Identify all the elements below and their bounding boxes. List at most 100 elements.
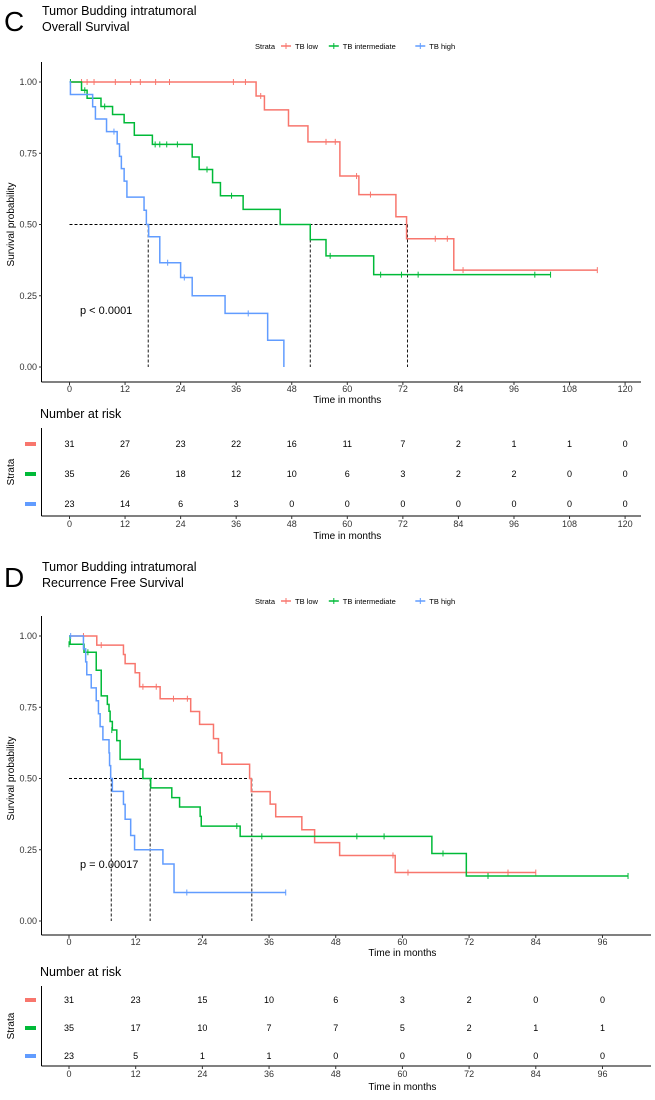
- x-tick-label: 48: [287, 384, 297, 394]
- risk-count: 7: [400, 439, 405, 449]
- x-axis-label: Time in months: [313, 395, 381, 406]
- risk-count: 7: [333, 1023, 338, 1033]
- survival-curve-tb-low: [69, 635, 536, 874]
- survival-curve-tb-high: [69, 81, 285, 367]
- legend-entry: TB low: [295, 597, 319, 606]
- risk-count: 0: [623, 499, 628, 509]
- x-tick-label: 36: [264, 937, 274, 947]
- risk-count: 0: [600, 995, 605, 1005]
- x-tick-label: 0: [67, 384, 72, 394]
- risk-count: 1: [511, 439, 516, 449]
- risk-count: 23: [64, 1051, 74, 1061]
- risk-count: 35: [64, 1023, 74, 1033]
- y-tick-label: 0.00: [19, 362, 37, 372]
- y-tick-label: 0.25: [19, 845, 37, 855]
- risk-count: 0: [456, 499, 461, 509]
- risk-count: 3: [234, 499, 239, 509]
- risk-count: 27: [120, 439, 130, 449]
- risk-count: 2: [467, 995, 472, 1005]
- risk-count: 31: [64, 439, 74, 449]
- risk-count: 0: [533, 995, 538, 1005]
- risk-count: 10: [264, 995, 274, 1005]
- panel-letter: C: [4, 6, 24, 37]
- y-axis-label: Survival probability: [6, 737, 17, 821]
- risk-strata-label: Strata: [6, 1012, 17, 1039]
- risk-x-tick-label: 0: [66, 1069, 71, 1079]
- risk-count: 6: [333, 995, 338, 1005]
- legend-title: Strata: [255, 597, 276, 606]
- risk-count: 0: [623, 469, 628, 479]
- x-tick-label: 60: [342, 384, 352, 394]
- risk-count: 3: [400, 995, 405, 1005]
- risk-x-tick-label: 60: [342, 519, 352, 529]
- risk-count: 0: [533, 1051, 538, 1061]
- risk-count: 7: [267, 1023, 272, 1033]
- x-tick-label: 48: [331, 937, 341, 947]
- risk-x-tick-label: 24: [176, 519, 186, 529]
- risk-strata-swatch: [25, 1054, 36, 1058]
- risk-x-tick-label: 36: [264, 1069, 274, 1079]
- chart-title: Tumor Budding intratumoral: [42, 560, 196, 574]
- risk-strata-swatch: [25, 998, 36, 1002]
- y-tick-label: 0.25: [19, 291, 37, 301]
- risk-x-tick-label: 48: [287, 519, 297, 529]
- risk-count: 23: [64, 499, 74, 509]
- risk-count: 2: [467, 1023, 472, 1033]
- risk-count: 0: [289, 499, 294, 509]
- risk-strata-swatch: [25, 1026, 36, 1030]
- risk-x-tick-label: 12: [120, 519, 130, 529]
- x-tick-label: 12: [131, 937, 141, 947]
- risk-count: 35: [64, 469, 74, 479]
- x-tick-label: 72: [398, 384, 408, 394]
- risk-count: 0: [467, 1051, 472, 1061]
- risk-count: 6: [345, 469, 350, 479]
- y-tick-label: 1.00: [19, 631, 37, 641]
- risk-x-tick-label: 24: [197, 1069, 207, 1079]
- risk-count: 17: [131, 1023, 141, 1033]
- legend-title: Strata: [255, 42, 276, 51]
- risk-count: 5: [400, 1023, 405, 1033]
- risk-x-tick-label: 96: [509, 519, 519, 529]
- risk-strata-swatch: [25, 442, 36, 446]
- risk-count: 23: [176, 439, 186, 449]
- risk-count: 0: [567, 499, 572, 509]
- risk-x-tick-label: 0: [67, 519, 72, 529]
- risk-x-tick-label: 120: [618, 519, 633, 529]
- risk-x-tick-label: 84: [531, 1069, 541, 1079]
- risk-count: 14: [120, 499, 130, 509]
- y-tick-label: 0.50: [19, 774, 37, 784]
- x-tick-label: 24: [197, 937, 207, 947]
- risk-x-tick-label: 60: [397, 1069, 407, 1079]
- risk-x-tick-label: 72: [398, 519, 408, 529]
- x-tick-label: 96: [597, 937, 607, 947]
- y-tick-label: 1.00: [19, 77, 37, 87]
- legend-entry: TB high: [429, 597, 455, 606]
- risk-count: 0: [400, 1051, 405, 1061]
- x-axis-label: Time in months: [368, 948, 436, 959]
- survival-curve-tb-high: [69, 635, 286, 894]
- risk-count: 2: [456, 469, 461, 479]
- risk-count: 12: [231, 469, 241, 479]
- survival-curve-tb-intermediate: [69, 635, 629, 877]
- x-tick-label: 72: [464, 937, 474, 947]
- risk-x-tick-label: 72: [464, 1069, 474, 1079]
- risk-count: 0: [345, 499, 350, 509]
- risk-count: 0: [333, 1051, 338, 1061]
- risk-count: 5: [133, 1051, 138, 1061]
- risk-count: 2: [456, 439, 461, 449]
- panel-c: C Tumor Budding intratumoral Overall Survi…: [4, 4, 641, 542]
- legend-entry: TB high: [429, 42, 455, 51]
- survival-curve-tb-intermediate: [69, 81, 551, 276]
- risk-x-tick-label: 48: [331, 1069, 341, 1079]
- risk-x-tick-label: 84: [453, 519, 463, 529]
- x-tick-label: 0: [66, 937, 71, 947]
- risk-count: 16: [287, 439, 297, 449]
- x-tick-label: 84: [531, 937, 541, 947]
- risk-count: 18: [176, 469, 186, 479]
- legend-entry: TB intermediate: [343, 42, 396, 51]
- risk-x-tick-label: 12: [131, 1069, 141, 1079]
- risk-count: 11: [343, 439, 352, 449]
- x-tick-label: 108: [562, 384, 577, 394]
- risk-count: 1: [267, 1051, 272, 1061]
- risk-count: 1: [533, 1023, 538, 1033]
